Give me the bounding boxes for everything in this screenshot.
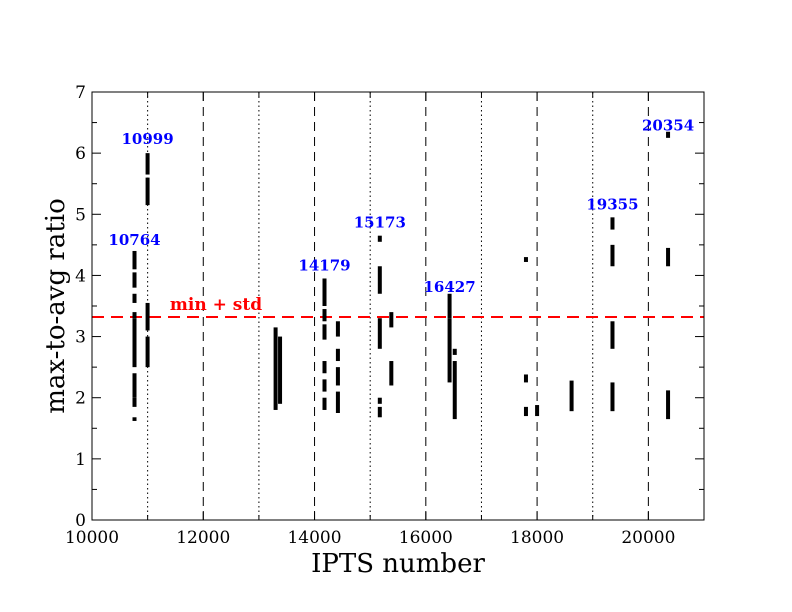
y-tick-label-5: 5 bbox=[75, 205, 86, 225]
marker-1-1 bbox=[145, 302, 150, 331]
marker-13-2 bbox=[610, 244, 615, 267]
x-tick-label-5: 20000 bbox=[621, 528, 675, 548]
marker-0-0 bbox=[132, 417, 137, 421]
marker-0-7 bbox=[132, 250, 137, 270]
x-tick-label-1: 12000 bbox=[176, 528, 230, 548]
axes: 10000 12000 14000 16000 18000 20000 0 1 2 3 4 5 6 7 bbox=[65, 83, 705, 548]
annotation-10764: 10764 bbox=[108, 231, 160, 249]
marker-4-5 bbox=[322, 278, 327, 306]
y-axis-title: max-to-avg ratio bbox=[41, 198, 71, 413]
x-tick-label-0: 10000 bbox=[65, 528, 119, 548]
marker-13-3 bbox=[610, 217, 615, 230]
marker-4-0 bbox=[322, 397, 327, 410]
marker-10-1 bbox=[523, 374, 528, 383]
annotation-20354: 20354 bbox=[642, 117, 694, 135]
marker-4-1 bbox=[322, 379, 327, 392]
marker-0-6 bbox=[132, 272, 137, 288]
marker-5-1 bbox=[335, 367, 340, 386]
y-tick-label-6: 6 bbox=[75, 144, 86, 164]
marker-14-0 bbox=[666, 390, 671, 420]
marker-14-1 bbox=[666, 247, 671, 267]
marker-5-2 bbox=[335, 348, 340, 362]
y-tick-label-1: 1 bbox=[75, 450, 86, 470]
marker-1-0 bbox=[145, 336, 150, 368]
y-tick-label-3: 3 bbox=[75, 328, 86, 348]
marker-9-0 bbox=[452, 361, 457, 420]
marker-0-2 bbox=[132, 373, 137, 398]
y-tick-label-2: 2 bbox=[75, 389, 86, 409]
threshold-label: min + std bbox=[170, 295, 262, 315]
marker-13-0 bbox=[610, 382, 615, 412]
x-tick-label-3: 16000 bbox=[399, 528, 453, 548]
marker-1-2 bbox=[145, 177, 150, 206]
threshold-group: min + std bbox=[92, 295, 704, 319]
marker-6-0 bbox=[377, 406, 382, 418]
y-tick-label-4: 4 bbox=[75, 266, 86, 286]
marker-4-4 bbox=[322, 309, 327, 322]
annotation-16427: 16427 bbox=[423, 278, 475, 296]
marker-5-0 bbox=[335, 391, 340, 413]
annotation-14179: 14179 bbox=[298, 257, 350, 275]
marker-11-0 bbox=[535, 405, 540, 417]
marker-0-1 bbox=[132, 397, 137, 407]
data-markers bbox=[132, 131, 671, 421]
marker-7-1 bbox=[389, 312, 394, 328]
annotation-labels: 10764 10999 14179 15173 16427 19355 20354 bbox=[108, 117, 694, 296]
annotation-19355: 19355 bbox=[586, 195, 638, 213]
marker-10-0 bbox=[523, 406, 528, 417]
annotation-10999: 10999 bbox=[121, 130, 173, 148]
marker-2-0 bbox=[273, 327, 278, 410]
marker-0-5 bbox=[132, 293, 137, 303]
marker-8-1 bbox=[447, 293, 452, 319]
y-tick-label-7: 7 bbox=[75, 83, 86, 103]
reference-lines bbox=[147, 92, 649, 520]
marker-6-1 bbox=[377, 397, 382, 404]
marker-6-4 bbox=[377, 235, 382, 242]
annotation-15173: 15173 bbox=[354, 214, 406, 232]
marker-13-1 bbox=[610, 321, 615, 349]
marker-9-1 bbox=[452, 348, 457, 355]
marker-0-3 bbox=[132, 318, 137, 368]
marker-7-0 bbox=[389, 361, 394, 386]
marker-3-0 bbox=[278, 336, 283, 404]
marker-4-2 bbox=[322, 361, 327, 374]
x-tick-label-2: 14000 bbox=[287, 528, 341, 548]
marker-1-3 bbox=[145, 153, 150, 175]
marker-14-2 bbox=[666, 131, 671, 138]
marker-4-3 bbox=[322, 324, 327, 340]
marker-8-0 bbox=[447, 318, 452, 383]
x-axis-title: IPTS number bbox=[311, 549, 485, 579]
marker-6-2 bbox=[377, 318, 382, 349]
marker-10-2 bbox=[523, 257, 528, 262]
y-tick-label-0: 0 bbox=[75, 511, 86, 531]
marker-0-4 bbox=[132, 312, 137, 319]
marker-6-3 bbox=[377, 266, 382, 294]
x-tick-label-4: 18000 bbox=[510, 528, 564, 548]
marker-5-3 bbox=[335, 321, 340, 337]
marker-12-0 bbox=[569, 380, 574, 412]
